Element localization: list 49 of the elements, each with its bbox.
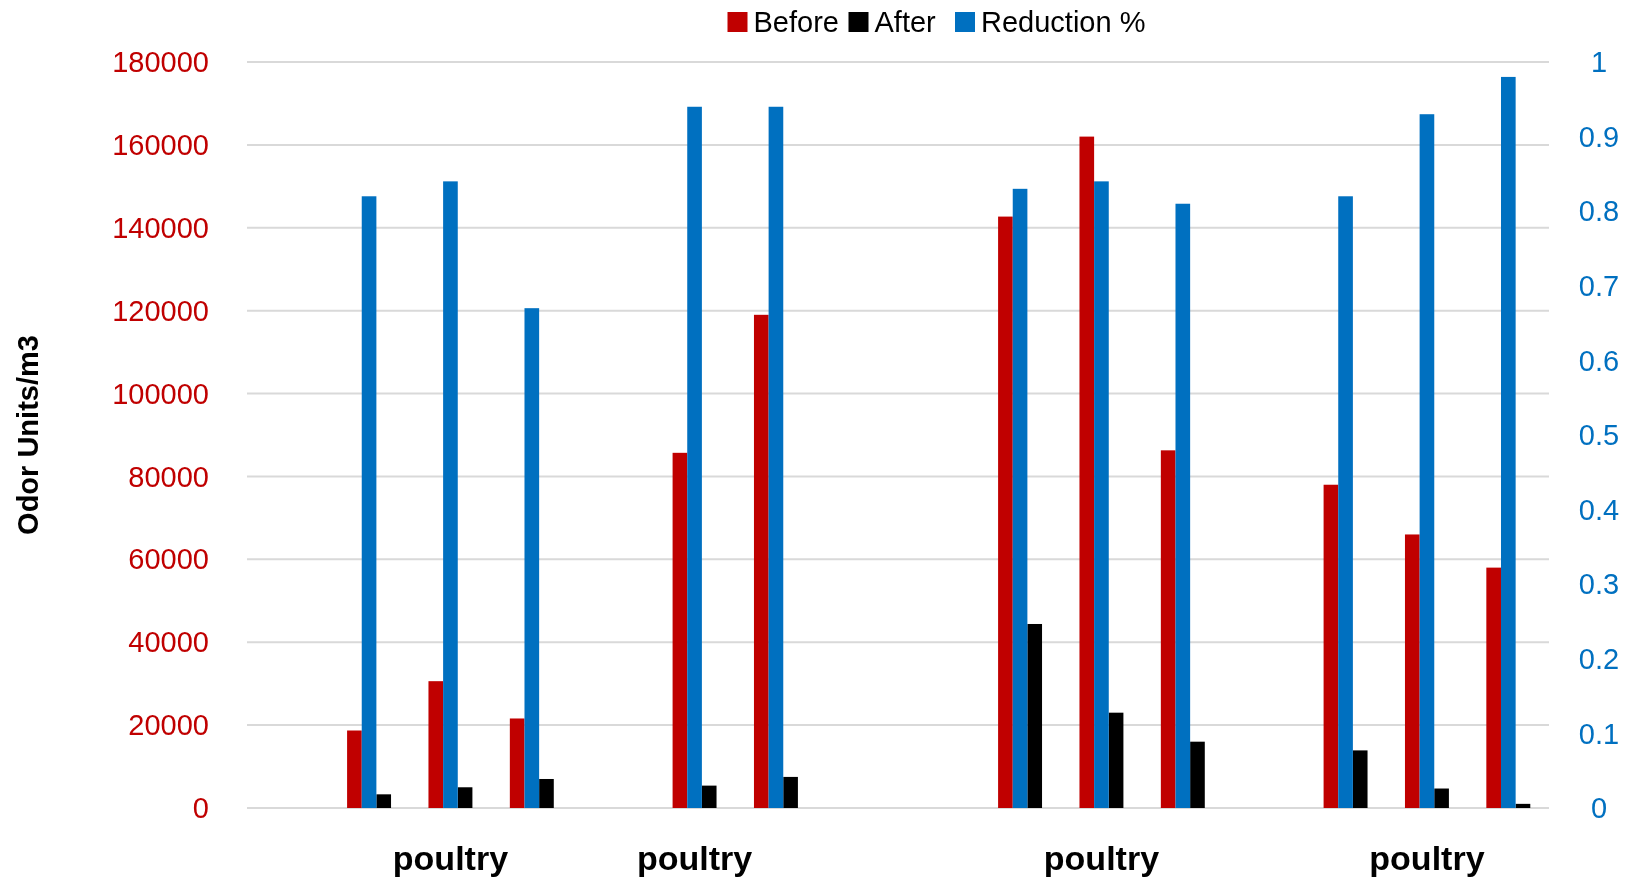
bar [509,718,525,808]
y-axis-title: Odor Units/m3 [12,335,44,535]
y2-tick-label: 0.2 [1578,642,1620,675]
y-tick-label: 160000 [112,129,209,162]
legend-label: Before [753,6,839,39]
bar [1500,76,1516,808]
x-tick-label: poultry [1043,839,1160,877]
bar [783,776,798,808]
bar [1515,803,1531,808]
x-tick-label: poultry [1369,839,1485,877]
bar [1108,712,1124,808]
y2-tick-label: 0.4 [1578,493,1620,526]
y2-tick-label: 0.5 [1578,419,1620,452]
y-tick-label: 180000 [112,46,209,79]
bar [428,681,444,808]
bar [443,181,458,808]
y-tick-label: 0 [192,792,209,825]
y2-tick-label: 0.3 [1578,568,1620,601]
bar [539,778,554,808]
bar [1027,623,1043,808]
bar [1190,741,1205,808]
bar [347,730,362,808]
legend-label: After [874,6,937,39]
bar [1434,788,1449,808]
bar [376,794,392,808]
bar [1352,750,1368,808]
y-tick-label: 140000 [112,211,209,244]
y2-tick-label: 0.6 [1578,344,1620,377]
y2-tick-label: 1 [1590,46,1608,79]
bar [1486,567,1501,808]
x-tick-label: poultry [636,839,753,877]
y-tick-label: 60000 [128,543,209,576]
y-tick-label: 20000 [128,709,209,742]
bar [457,787,473,808]
y2-tick-label: 0.8 [1578,195,1620,228]
bar [361,196,377,808]
y-tick-label: 80000 [128,460,209,493]
bar [1419,114,1435,808]
y-tick-label: 100000 [112,377,209,410]
y2-tick-label: 0 [1590,792,1608,825]
x-tick-label: poultry [392,839,509,877]
y-tick-label: 40000 [128,626,209,659]
bar [701,785,717,808]
y2-tick-label: 0.1 [1578,717,1620,750]
bar [524,308,540,808]
legend-label: Reduction % [981,6,1146,39]
y2-tick-label: 0.9 [1578,120,1620,153]
y2-tick-label: 0.7 [1578,269,1620,302]
y-tick-label: 120000 [112,294,209,327]
